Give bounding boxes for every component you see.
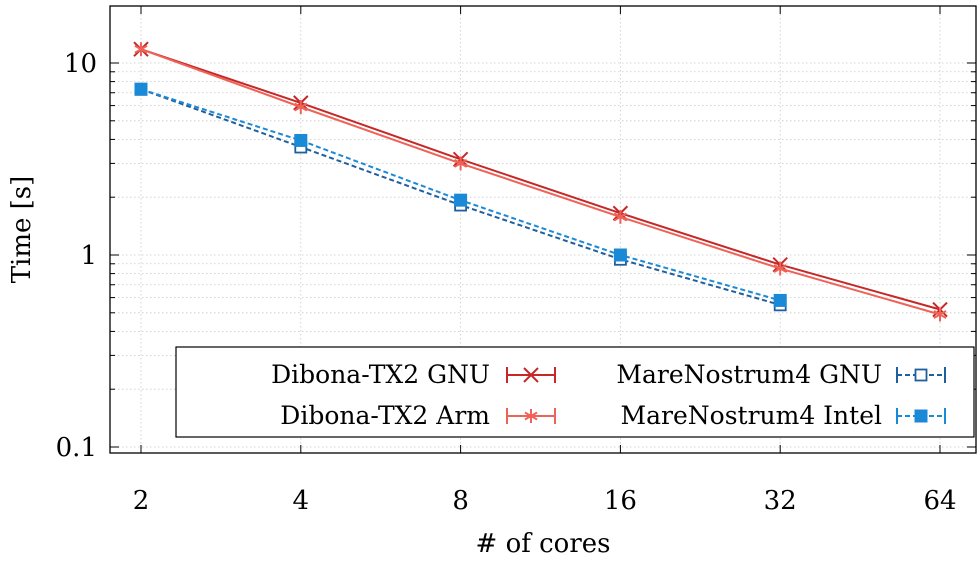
data-point — [773, 261, 787, 276]
grid — [110, 6, 976, 453]
legend-box — [175, 346, 975, 438]
legend: Dibona-TX2 GNU Dibona-TX2 Arm MareNostru… — [175, 346, 975, 438]
marker-stroke — [454, 159, 468, 168]
series-dibona-tx2-gnu — [133, 41, 948, 318]
marker-stroke — [613, 212, 627, 222]
legend-label-dibona-arm: Dibona-TX2 Arm — [280, 401, 490, 430]
marker-stroke — [134, 44, 148, 54]
legend-label-marenostrum-intel: MareNostrum4 Intel — [621, 401, 882, 430]
marker-stroke — [773, 264, 787, 273]
x-tick-label: 2 — [133, 486, 150, 516]
marker-stroke — [523, 367, 539, 383]
x-tick-label: 16 — [604, 486, 637, 516]
data-point — [613, 209, 627, 224]
marker-stroke — [933, 310, 947, 319]
marker-square — [613, 248, 627, 262]
plot-frame — [109, 5, 977, 454]
y-tick-label: 1 — [80, 241, 97, 271]
data-point — [914, 368, 928, 382]
y-axis-label: Time [s] — [7, 176, 37, 284]
legend-swatch — [896, 408, 946, 424]
x-tick-label: 4 — [293, 486, 310, 516]
legend-swatch — [506, 367, 556, 383]
series-dibona-tx2-arm — [134, 42, 947, 322]
axis-ticks — [110, 6, 976, 453]
marker-square — [914, 368, 928, 382]
legend-swatch — [506, 408, 556, 424]
data-point — [294, 133, 308, 147]
tick-labels: 2 4 8 16 32 64 0.1 1 10 — [56, 49, 957, 516]
data-point — [933, 307, 947, 322]
data-point — [454, 193, 468, 207]
marker-stroke — [524, 411, 538, 421]
x-tick-label: 64 — [923, 486, 956, 516]
marker-square — [914, 409, 928, 423]
x-tick-label: 32 — [764, 486, 797, 516]
data-point — [134, 82, 148, 96]
data-point — [773, 293, 787, 307]
marker-square — [454, 193, 468, 207]
legend-swatch — [896, 367, 946, 383]
marker-stroke — [294, 102, 308, 112]
legend-label-marenostrum-gnu: MareNostrum4 GNU — [616, 360, 882, 389]
data-point — [613, 248, 627, 262]
data-point — [524, 409, 538, 423]
legend-swatches — [506, 367, 946, 424]
series-marenostrum4-intel — [134, 82, 787, 307]
data-point — [523, 367, 539, 383]
marker-square — [294, 133, 308, 147]
series-line — [140, 48, 941, 311]
y-tick-label: 0.1 — [56, 433, 97, 463]
data-point — [134, 42, 148, 57]
series-layer — [133, 41, 948, 322]
marker-square — [773, 293, 787, 307]
series-line — [140, 48, 941, 316]
data-point — [294, 99, 308, 114]
x-axis-label: # of cores — [476, 529, 611, 559]
marker-square — [134, 82, 148, 96]
y-tick-label: 10 — [64, 49, 97, 79]
data-point — [914, 409, 928, 423]
x-tick-label: 8 — [452, 486, 469, 516]
data-point — [454, 156, 468, 171]
legend-label-dibona-gnu: Dibona-TX2 GNU — [271, 360, 490, 389]
